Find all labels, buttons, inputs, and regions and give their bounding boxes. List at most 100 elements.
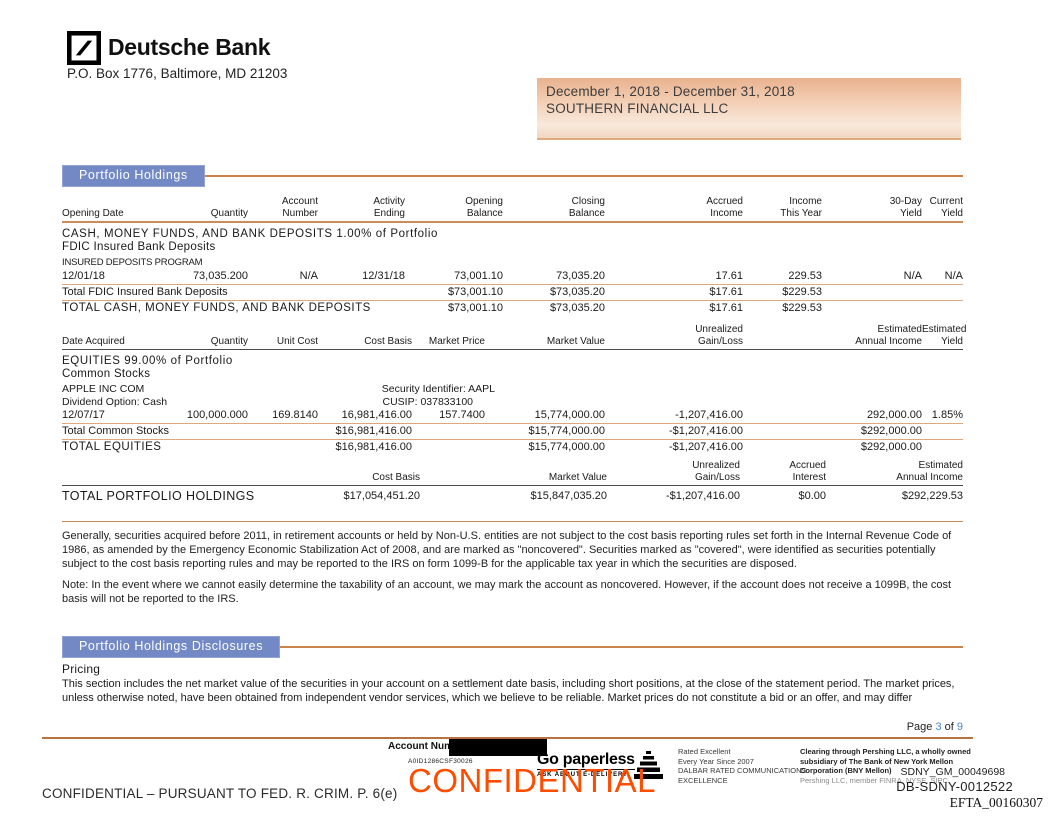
total-common-label: Total Common Stocks	[62, 423, 318, 440]
total-portfolio-market-value: $15,847,035.20	[530, 490, 607, 502]
total-cash-closing: $73,035.20	[549, 302, 605, 314]
total-cash-opening: $73,001.10	[447, 302, 503, 314]
equities-table: Date Acquired Quantity Unit Cost Cost Ba…	[62, 324, 966, 456]
section-rule	[204, 175, 963, 177]
page-total: 9	[956, 721, 963, 733]
col-unrealized-gain-loss: Unrealized Gain/Loss	[607, 460, 740, 486]
dalbar-line3: DALBAR RATED COMMUNICATIONS	[678, 766, 807, 775]
cusip: CUSIP: 037833100	[382, 396, 473, 408]
bates-number-sdny-gm: SDNY_GM_00049698	[900, 766, 1005, 778]
cell-market-value: 15,774,000.00	[485, 408, 605, 424]
col-accrued-interest: Accrued Interest	[740, 460, 826, 486]
total-common-annual-income: $292,000.00	[743, 423, 922, 440]
dalbar-pyramid-icon	[634, 751, 663, 779]
total-cash-label: TOTAL CASH, MONEY FUNDS, AND BANK DEPOSI…	[62, 302, 371, 314]
dividend-option-row: Dividend Option: Cash CUSIP: 037833100	[62, 395, 963, 408]
cash-subsection: FDIC Insured Bank Deposits	[62, 241, 216, 253]
security-name-row: APPLE INC COM Security Identifier: AAPL	[62, 382, 963, 395]
cell-unit-cost: 169.8140	[248, 408, 318, 424]
col-accrued-income: Accrued Income	[605, 196, 743, 223]
pricing-heading: Pricing	[62, 662, 101, 676]
total-portfolio-label: TOTAL PORTFOLIO HOLDINGS	[62, 489, 255, 503]
equities-section-title-row: EQUITIES 99.00% of Portfolio	[62, 350, 963, 369]
totals-header-row: Cost Basis Market Value Unrealized Gain/L…	[62, 460, 963, 486]
go-paperless-logo: Go paperless ASK ABOUT E-DELIVERY	[537, 751, 635, 778]
statement-period: December 1, 2018 - December 31, 2018	[546, 84, 795, 99]
col-current-yield: Current Yield	[922, 196, 963, 223]
total-common-stocks-row: Total Common Stocks $16,981,416.00 $15,7…	[62, 423, 963, 440]
col-unit-cost: Unit Cost	[248, 324, 318, 350]
total-common-market-value: $15,774,000.00	[485, 423, 605, 440]
col-closing-balance: Closing Balance	[503, 196, 605, 223]
page-label: Page	[906, 721, 936, 733]
dalbar-line2: Every Year Since 2007	[678, 756, 754, 766]
empty-cell	[922, 284, 963, 301]
total-common-gain-loss: -$1,207,416.00	[605, 423, 743, 440]
cash-subsection-row: FDIC Insured Bank Deposits	[62, 241, 963, 255]
disclosure-paragraph-2: Note: In the event where we cannot easil…	[62, 579, 952, 605]
confidential-footer-line: CONFIDENTIAL – PURSUANT TO FED. R. CRIM.…	[42, 786, 398, 801]
clearing-disclosure: Clearing through Pershing LLC, a wholly …	[800, 747, 975, 785]
col-market-value: Market Value	[485, 324, 605, 350]
cell-quantity: 100,000.000	[172, 408, 248, 424]
bates-number-db-sdny: DB-SDNY-0012522	[896, 779, 1013, 794]
cash-position-name: INSURED DEPOSITS PROGRAM	[62, 257, 203, 268]
page-number: Page 3 of 9	[62, 721, 963, 733]
clearing-bold-text: Clearing through Pershing LLC, a wholly …	[800, 747, 971, 775]
cash-section-title-row: CASH, MONEY FUNDS, AND BANK DEPOSITS 1.0…	[62, 222, 963, 241]
security-identifier: Security Identifier: AAPL	[381, 383, 495, 395]
col-unrealized-gain-loss: Unrealized Gain/Loss	[605, 324, 743, 350]
equities-subsection: Common Stocks	[62, 368, 151, 380]
col-estimated-annual-income: Estimated Annual Income	[826, 460, 963, 486]
cell-current-yield: N/A	[922, 269, 963, 285]
security-name: APPLE INC COM	[62, 383, 145, 395]
cell-cost-basis: 16,981,416.00	[318, 408, 412, 424]
col-quantity: Quantity	[172, 324, 248, 350]
bank-address: P.O. Box 1776, Baltimore, MD 21203	[67, 66, 288, 81]
cell-gain-loss: -1,207,416.00	[605, 408, 743, 424]
empty-cell	[412, 440, 485, 456]
col-market-value: Market Value	[420, 460, 607, 486]
statement-period-box: December 1, 2018 - December 31, 2018 SOU…	[537, 78, 961, 140]
confidential-watermark: CONFIDENTIAL	[408, 762, 657, 799]
dalbar-line1: Rated Excellent	[678, 747, 731, 756]
col-income-this-year: Income This Year	[743, 196, 822, 223]
total-fdic-accrued: $17.61	[605, 284, 743, 301]
empty-cell	[922, 301, 963, 317]
bank-name: Deutsche Bank	[108, 34, 271, 60]
deutsche-bank-logo-icon	[67, 31, 101, 65]
portfolio-totals-table: Cost Basis Market Value Unrealized Gain/L…	[62, 460, 963, 503]
account-code: A0ID1286CSF30026	[408, 758, 473, 765]
total-equities-gain-loss: -$1,207,416.00	[668, 441, 743, 453]
account-name: SOUTHERN FINANCIAL LLC	[546, 101, 729, 116]
col-account-number: Account Number	[248, 196, 318, 223]
footer-divider	[42, 737, 973, 739]
dalbar-line4: EXCELLENCE	[678, 775, 728, 785]
disclosures-section-bar: Portfolio Holdings Disclosures	[62, 636, 963, 658]
total-common-cost-basis: $16,981,416.00	[318, 423, 412, 440]
cell-accrued-income: 17.61	[605, 269, 743, 285]
equities-section-title: EQUITIES 99.00% of Portfolio	[62, 355, 233, 367]
total-equities-label: TOTAL EQUITIES	[62, 441, 162, 453]
cash-holdings-table: Opening Date Quantity Account Number Acti…	[62, 196, 963, 316]
pricing-body: This section includes the net market val…	[62, 678, 955, 704]
total-fdic-label: Total FDIC Insured Bank Deposits	[62, 284, 405, 301]
page-current: 3	[935, 721, 942, 733]
empty-cell	[922, 440, 963, 456]
cash-position-row: INSURED DEPOSITS PROGRAM	[62, 255, 963, 269]
cell-yield: 1.85%	[922, 408, 963, 424]
portfolio-holdings-section-bar: Portfolio Holdings	[62, 165, 963, 187]
col-opening-balance: Opening Balance	[405, 196, 503, 223]
col-activity-ending: Activity Ending	[318, 196, 405, 223]
cash-section-title: CASH, MONEY FUNDS, AND BANK DEPOSITS 1.0…	[62, 228, 438, 240]
cost-basis-disclosure: Generally, securities acquired before 20…	[62, 521, 963, 613]
col-estimated-annual-income: Estimated Annual Income	[743, 324, 922, 350]
total-portfolio-annual-income: $292,229.53	[901, 490, 963, 502]
empty-cell	[922, 423, 963, 440]
total-fdic-income: $229.53	[743, 284, 822, 301]
total-cash-income: $229.53	[782, 302, 822, 314]
go-paperless-subtitle: ASK ABOUT E-DELIVERY	[537, 772, 628, 778]
cell-market-price: 157.7400	[412, 408, 485, 424]
total-portfolio-cost-basis: $17,054,451.20	[343, 490, 420, 502]
